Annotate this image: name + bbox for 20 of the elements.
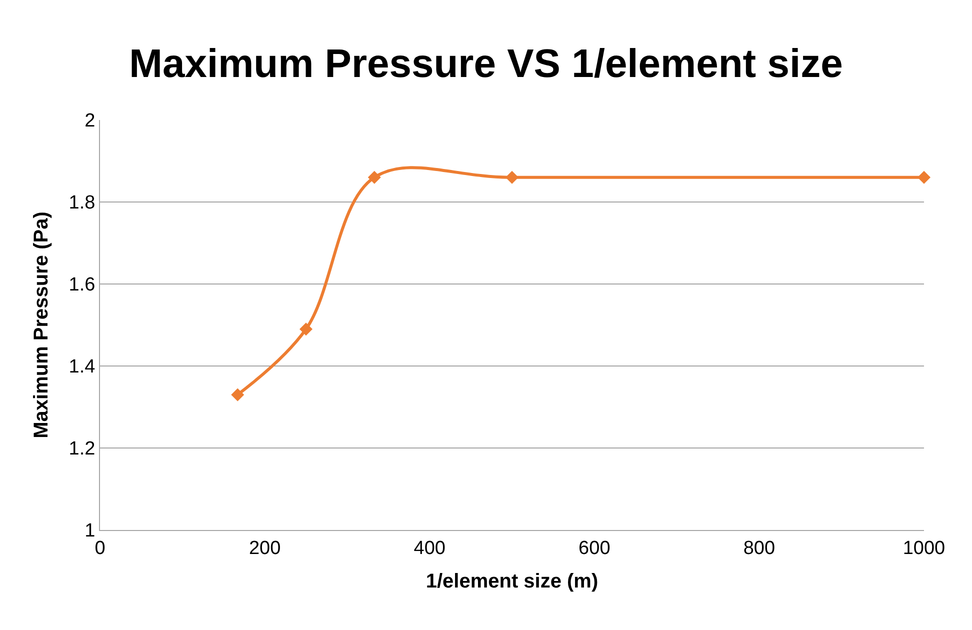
x-tick-label: 800 bbox=[743, 538, 776, 559]
point bbox=[231, 388, 244, 402]
x-axis-title: 1/element size (m) bbox=[426, 570, 598, 592]
point bbox=[300, 322, 312, 336]
chart-title: Maximum Pressure VS 1/element size bbox=[129, 42, 843, 86]
point bbox=[368, 170, 381, 184]
x-tick-label: 0 bbox=[94, 538, 106, 559]
x-tick-label: 400 bbox=[414, 538, 446, 559]
y-tick-label: 1.8 bbox=[68, 192, 96, 214]
y-tick-label: 1 bbox=[84, 520, 96, 542]
y-tick-label: 1.6 bbox=[68, 274, 96, 296]
x-tick-label: 1000 bbox=[902, 538, 946, 559]
point bbox=[918, 170, 930, 184]
y-tick-label: 1.4 bbox=[68, 356, 96, 378]
y-tick-label: 1.2 bbox=[68, 438, 96, 460]
x-tick-label: 600 bbox=[578, 538, 610, 559]
x-tick-label: 200 bbox=[248, 538, 281, 559]
y-tick-label: 2 bbox=[84, 110, 96, 132]
point bbox=[506, 170, 518, 184]
y-axis-title: Maximum Pressure (Pa) bbox=[30, 212, 52, 438]
